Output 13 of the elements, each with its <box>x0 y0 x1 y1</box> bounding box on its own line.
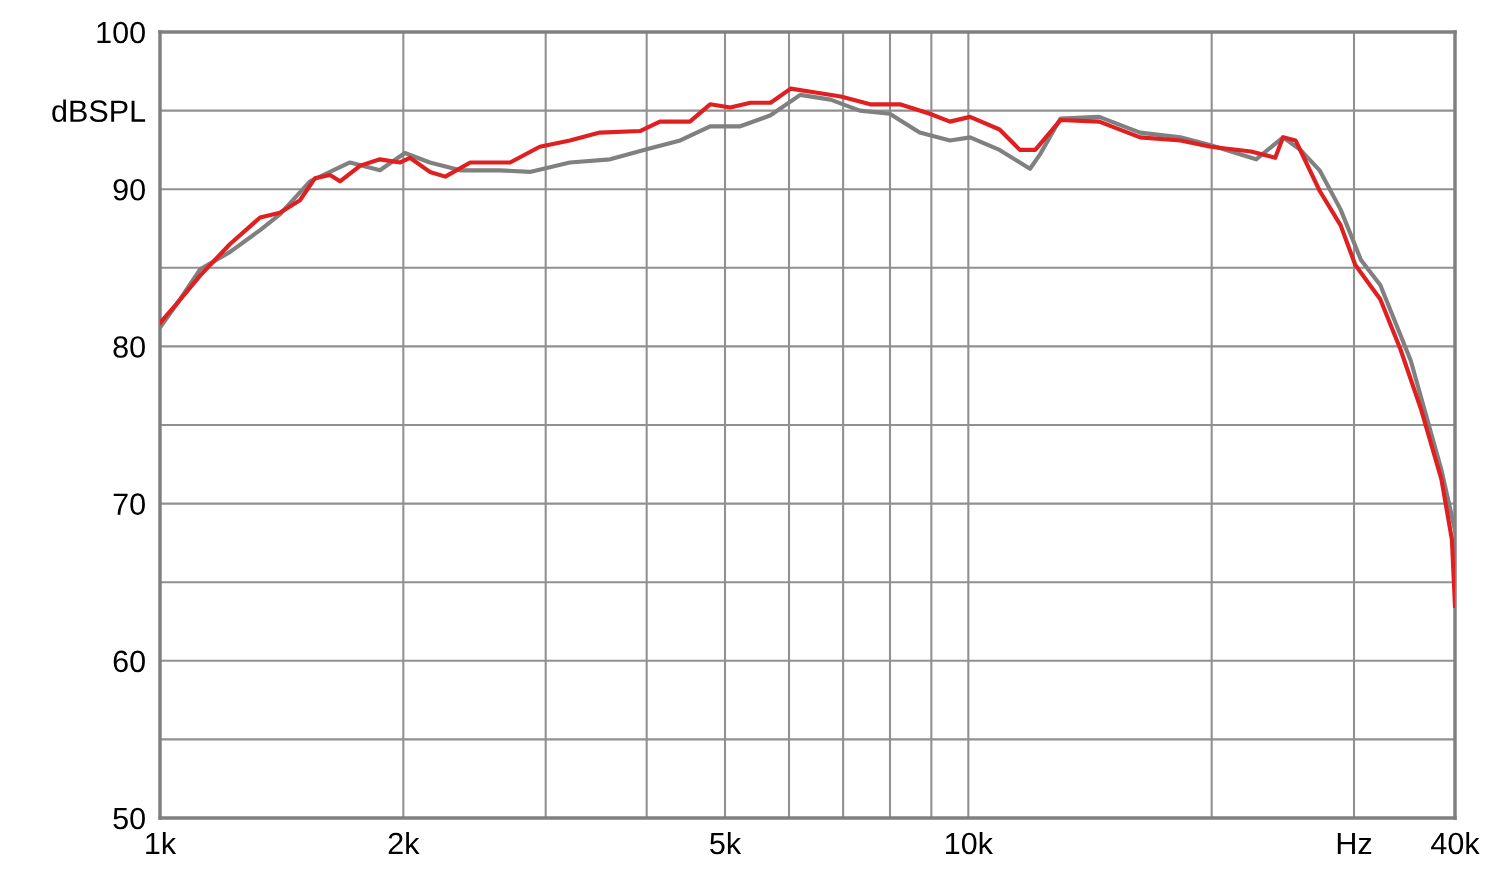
x-tick-label: 1k <box>146 831 177 855</box>
y-tick-label: dBSPL <box>52 99 146 122</box>
x-tick-label: 2k <box>388 831 420 855</box>
y-tick-label: 100 <box>97 21 145 44</box>
y-tick-label: 80 <box>113 336 145 358</box>
x-tick-label: 10k <box>946 831 994 855</box>
x-tick-label: 40k <box>1431 831 1480 855</box>
y-tick-label: 70 <box>113 493 145 515</box>
y-tick-label: 50 <box>113 807 145 830</box>
y-tick-label: 60 <box>113 650 145 673</box>
y-tick-label: 90 <box>113 178 145 201</box>
x-tick-label: 5k <box>710 831 742 855</box>
x-tick-label: Hz <box>1337 833 1372 855</box>
